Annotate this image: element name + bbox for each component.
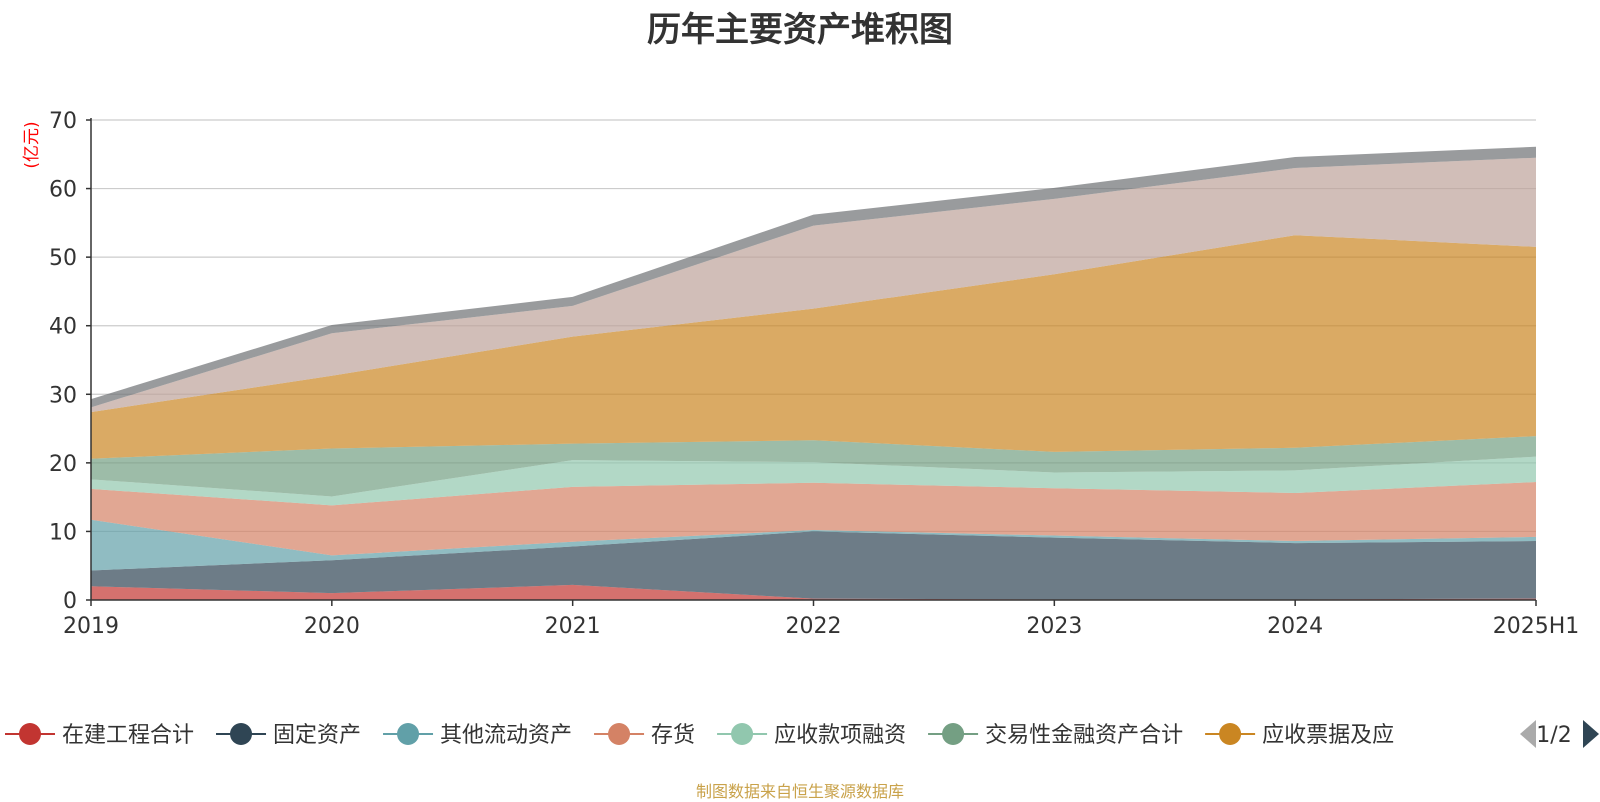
area-series-交易性金融资产合计 (91, 436, 1536, 497)
x-tick-label: 2020 (304, 614, 360, 639)
triangle-left-icon[interactable] (1520, 720, 1536, 748)
y-tick-label: 70 (49, 109, 77, 134)
legend-item[interactable]: 固定资产 (216, 723, 361, 748)
legend-label: 应收款项融资 (774, 723, 906, 748)
legend-marker (397, 723, 420, 745)
area-series-在建工程合计 (91, 584, 1536, 600)
x-tick-label: 2023 (1026, 614, 1082, 639)
axes: 0 10 20 30 40 50 60 70 2019 2020 2021 2022 2023 2024 2… (49, 109, 1579, 639)
legend-page-indicator: 1/2 (1536, 723, 1571, 748)
legend-item[interactable]: 应收票据及应 (1205, 723, 1394, 748)
area-series-other (91, 157, 1536, 413)
legend-item[interactable]: 交易性金融资产合计 (928, 723, 1183, 748)
legend-marker (942, 723, 965, 745)
y-tick-label: 30 (49, 383, 77, 408)
x-tick-label: 2025H1 (1493, 614, 1580, 639)
area-series (91, 146, 1536, 600)
triangle-right-icon[interactable] (1583, 720, 1599, 748)
data-source-note: 制图数据来自恒生聚源数据库 (695, 782, 904, 801)
legend-label: 固定资产 (273, 723, 361, 748)
area-series-存货 (91, 482, 1536, 556)
x-tick-label: 2022 (786, 614, 842, 639)
area-series-固定资产 (91, 531, 1536, 600)
legend-label: 在建工程合计 (62, 723, 194, 748)
legend-marker (1219, 723, 1242, 745)
legend-label: 交易性金融资产合计 (985, 723, 1183, 748)
legend-marker (608, 723, 631, 745)
x-tick-label: 2019 (63, 614, 119, 639)
y-tick-label: 40 (49, 315, 77, 340)
legend-item[interactable]: 存货 (594, 723, 695, 748)
legend-item[interactable]: 在建工程合计 (5, 723, 194, 748)
y-tick-label: 0 (63, 589, 77, 614)
legend-pager: 1/2 (1520, 720, 1599, 748)
y-tick-label: 20 (49, 452, 77, 477)
legend-label: 其他流动资产 (440, 723, 572, 748)
chart-title: 历年主要资产堆积图 (647, 10, 953, 50)
legend-label: 存货 (651, 723, 695, 748)
area-series-应收票据及应 (91, 235, 1536, 459)
x-tick-label: 2024 (1267, 614, 1323, 639)
legend-marker (19, 723, 41, 745)
y-tick-label: 50 (49, 246, 77, 271)
area-series-应收款项融资 (91, 456, 1536, 506)
y-axis-label: (亿元) (22, 121, 42, 168)
y-tick-label: 60 (49, 178, 77, 203)
legend-marker (230, 723, 253, 745)
x-tick-label: 2021 (545, 614, 601, 639)
legend[interactable]: 在建工程合计 固定资产 其他流动资产 存货 应收款项融资 交易性金融资产合计 应收票据及应 (5, 723, 1394, 748)
legend-item[interactable]: 其他流动资产 (383, 723, 572, 748)
y-tick-label: 10 (49, 520, 77, 545)
legend-item[interactable]: 应收款项融资 (717, 723, 906, 748)
legend-marker (731, 723, 754, 745)
legend-label: 应收票据及应 (1262, 723, 1394, 748)
